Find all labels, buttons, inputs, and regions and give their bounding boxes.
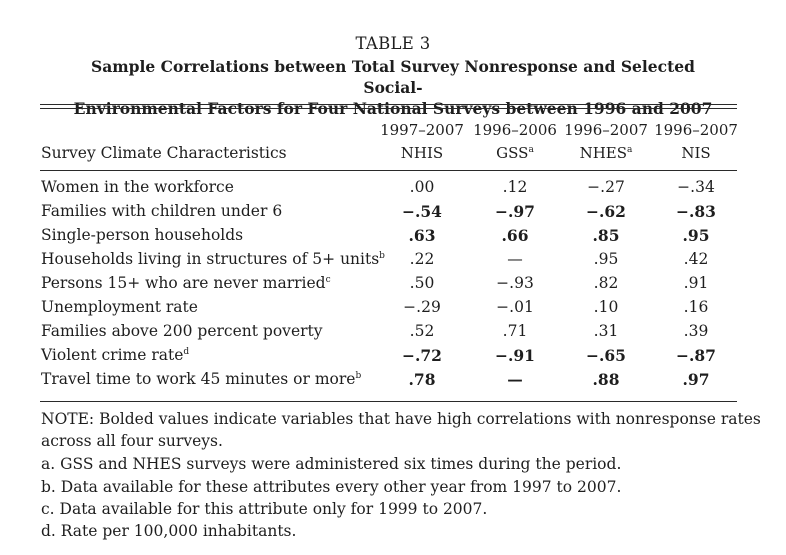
table-cell: .31 (593, 322, 619, 340)
footnote-c: c. Data available for this attribute onl… (41, 500, 488, 518)
table-cell: .42 (683, 250, 709, 268)
column-years-gss: 1996–2006 (473, 121, 557, 139)
column-name: NHES (579, 144, 628, 162)
row-label-text: Families with children under 6 (41, 202, 283, 220)
table-cell: .16 (683, 298, 709, 316)
row-label: Travel time to work 45 minutes or moreb (41, 370, 361, 388)
column-name-nhes: NHESa (556, 144, 656, 162)
table-cell: .39 (683, 322, 709, 340)
row-label: Women in the workforce (41, 178, 234, 196)
table-cell: −.27 (587, 178, 625, 196)
column-name: GSS (496, 144, 529, 162)
footnote-d: d. Rate per 100,000 inhabitants. (41, 522, 297, 540)
table-cell: −.54 (402, 202, 442, 221)
column-years-nis: 1996–2007 (654, 121, 738, 139)
table-cell: .50 (409, 274, 435, 292)
column-years-nhes: 1996–2007 (564, 121, 648, 139)
row-label: Unemployment rate (41, 298, 198, 316)
table-cell: −.29 (403, 298, 441, 316)
table-cell: −.62 (586, 202, 626, 221)
table-cell: −.91 (495, 346, 535, 365)
column-name-gss: GSSa (465, 144, 565, 162)
table-title: TABLE 3 (355, 34, 431, 53)
note-main: NOTE: Bolded values indicate variables t… (41, 410, 761, 428)
row-label-text: Single-person households (41, 226, 244, 244)
table-cell: .52 (409, 322, 435, 340)
column-footnote-mark: a (627, 145, 633, 155)
table-cell: .22 (409, 250, 435, 268)
table-cell: .66 (501, 226, 529, 245)
note-main-continued: across all four surveys. (41, 432, 223, 450)
row-label-text: Travel time to work 45 minutes or more (41, 370, 356, 388)
table-cell: −.72 (402, 346, 442, 365)
header-rule (40, 170, 737, 171)
row-label: Families above 200 percent poverty (41, 322, 323, 340)
table-cell: — (507, 250, 523, 268)
row-label: Households living in structures of 5+ un… (41, 250, 385, 268)
column-footnote-mark: a (528, 145, 534, 155)
table-cell: .78 (408, 370, 436, 389)
column-name-nhis: NHIS (372, 144, 472, 162)
column-name: NIS (681, 144, 711, 162)
table-cell: −.83 (676, 202, 716, 221)
table-cell: .10 (593, 298, 619, 316)
table-cell: .95 (593, 250, 619, 268)
table-cell: .97 (682, 370, 710, 389)
row-label-text: Families above 200 percent poverty (41, 322, 323, 340)
table-cell: .82 (593, 274, 619, 292)
row-label-text: Violent crime rate (41, 346, 184, 364)
column-name: NHIS (400, 144, 444, 162)
row-header-label: Survey Climate Characteristics (41, 144, 287, 162)
table-cell: −.87 (676, 346, 716, 365)
table-cell: .85 (592, 226, 620, 245)
table-cell: −.93 (496, 274, 534, 292)
footnote-b: b. Data available for these attributes e… (41, 478, 622, 496)
column-name-nis: NIS (646, 144, 746, 162)
row-label: Persons 15+ who are never marriedc (41, 274, 331, 292)
row-footnote-mark: b (379, 251, 385, 261)
table-cell: .91 (683, 274, 709, 292)
row-footnote-mark: d (183, 347, 190, 357)
row-label-text: Unemployment rate (41, 298, 198, 316)
table-cell: .95 (682, 226, 710, 245)
table-cell: −.65 (586, 346, 626, 365)
caption-line-1: Sample Correlations between Total Survey… (91, 57, 695, 97)
table-cell: .63 (408, 226, 436, 245)
top-rule-double (40, 108, 737, 109)
row-label: Families with children under 6 (41, 202, 282, 220)
table-cell: .71 (502, 322, 528, 340)
row-label-text: Persons 15+ who are never married (41, 274, 326, 292)
table-cell: −.34 (677, 178, 715, 196)
table-cell: .00 (409, 178, 435, 196)
top-rule (40, 104, 737, 105)
row-label-text: Women in the workforce (41, 178, 234, 196)
row-label: Violent crime rated (41, 346, 189, 364)
table-caption: Sample Correlations between Total Survey… (60, 56, 726, 119)
row-footnote-mark: c (325, 275, 331, 285)
bottom-rule (40, 401, 737, 402)
column-years-nhis: 1997–2007 (380, 121, 464, 139)
table-cell: −.01 (496, 298, 534, 316)
row-label: Single-person households (41, 226, 243, 244)
table-cell: −.97 (495, 202, 535, 221)
table-cell: — (507, 370, 523, 389)
row-footnote-mark: b (355, 371, 362, 381)
row-label-text: Households living in structures of 5+ un… (41, 250, 380, 268)
table-cell: .12 (502, 178, 528, 196)
footnote-a: a. GSS and NHES surveys were administere… (41, 455, 622, 473)
table-cell: .88 (592, 370, 620, 389)
